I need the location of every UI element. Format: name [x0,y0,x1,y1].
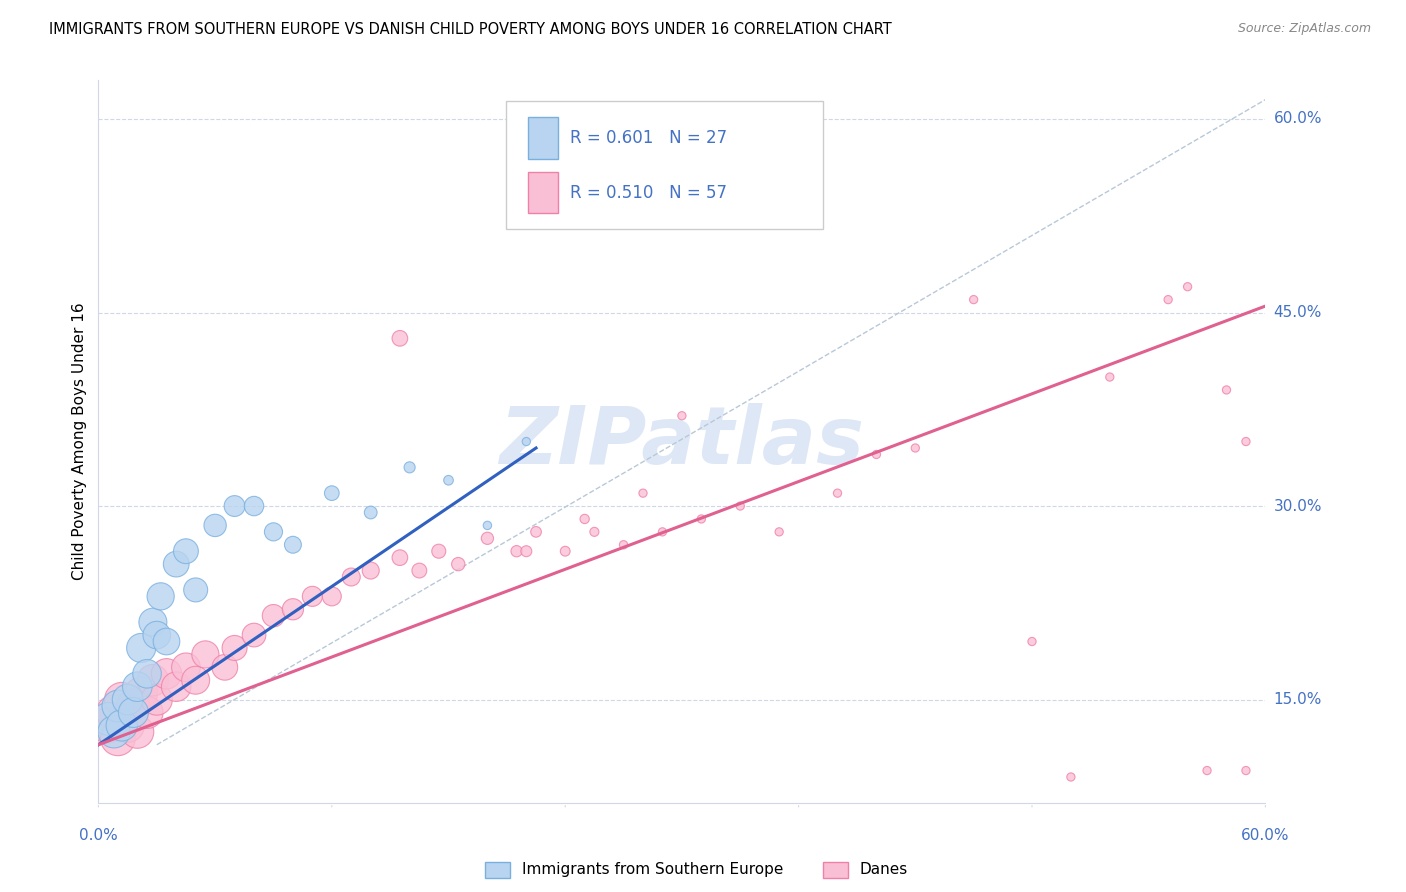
Point [136,706,159,720]
Text: 45.0%: 45.0% [1274,305,1322,320]
Point [224,499,246,513]
Point [360,506,382,520]
Point [127,724,149,739]
Point [136,666,159,681]
Point [111,692,134,706]
Text: 60.0%: 60.0% [1274,112,1322,127]
Point [103,706,125,720]
Point [671,409,693,423]
Point [505,544,527,558]
Point [165,557,187,571]
Text: IMMIGRANTS FROM SOUTHERN EUROPE VS DANISH CHILD POVERTY AMONG BOYS UNDER 16 CORR: IMMIGRANTS FROM SOUTHERN EUROPE VS DANIS… [49,22,891,37]
Text: Danes: Danes [859,863,907,877]
Point [583,524,606,539]
Point [174,660,197,674]
Point [427,544,450,558]
Point [477,518,499,533]
Point [107,699,129,714]
Point [281,538,304,552]
Point [149,590,172,604]
Point [155,666,177,681]
Point [730,499,752,513]
Text: R = 0.510   N = 57: R = 0.510 N = 57 [571,184,727,202]
Point [1195,764,1218,778]
Point [117,718,139,732]
Point [1021,634,1043,648]
Point [1215,383,1237,397]
Point [408,564,430,578]
Point [111,718,134,732]
Text: 15.0%: 15.0% [1274,692,1322,707]
Point [146,692,169,706]
Point [904,441,927,455]
Point [107,731,129,746]
Point [1098,370,1121,384]
Point [194,648,217,662]
Text: 0.0%: 0.0% [79,828,118,843]
Point [437,473,460,487]
Point [129,686,152,700]
Point [613,538,636,552]
Point [142,615,165,630]
Point [554,544,576,558]
Point [165,680,187,694]
Point [1234,434,1257,449]
Point [1234,764,1257,778]
Text: Immigrants from Southern Europe: Immigrants from Southern Europe [522,863,783,877]
Point [321,486,343,500]
Point [142,673,165,688]
Point [827,486,849,500]
Point [865,447,887,461]
Point [388,550,411,565]
Point [97,712,120,726]
Point [301,590,323,604]
Point [155,634,177,648]
Point [1157,293,1180,307]
Point [631,486,654,500]
Point [515,544,537,558]
Point [127,680,149,694]
Point [97,718,120,732]
Point [281,602,304,616]
Point [224,640,246,655]
Point [388,331,411,345]
Point [122,706,145,720]
Point [184,673,207,688]
Point [1060,770,1083,784]
Text: R = 0.601   N = 27: R = 0.601 N = 27 [571,128,727,147]
Point [204,518,226,533]
Point [243,499,266,513]
Point [103,724,125,739]
Point [214,660,236,674]
Text: 30.0%: 30.0% [1274,499,1322,514]
Text: 60.0%: 60.0% [1241,828,1289,843]
Text: Source: ZipAtlas.com: Source: ZipAtlas.com [1237,22,1371,36]
Point [477,531,499,545]
Point [321,590,343,604]
Point [1177,279,1199,293]
Point [651,524,673,539]
Point [398,460,420,475]
Point [690,512,713,526]
Point [574,512,596,526]
Text: ZIPatlas: ZIPatlas [499,402,865,481]
Point [243,628,266,642]
Point [340,570,363,584]
Point [360,564,382,578]
Point [515,434,537,449]
Point [447,557,470,571]
Point [117,692,139,706]
Point [962,293,984,307]
Point [129,640,152,655]
Point [768,524,790,539]
Y-axis label: Child Poverty Among Boys Under 16: Child Poverty Among Boys Under 16 [72,302,87,581]
Point [122,699,145,714]
Point [174,544,197,558]
Point [262,608,284,623]
Point [524,524,547,539]
Point [146,628,169,642]
Point [262,524,284,539]
Point [184,582,207,597]
